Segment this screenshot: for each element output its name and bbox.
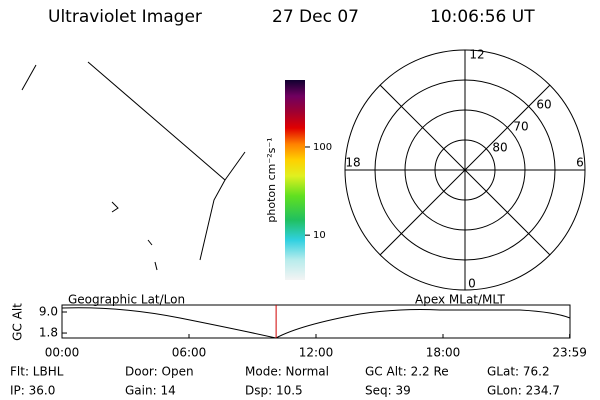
ring-label: 60: [536, 98, 551, 112]
ring-label: 70: [513, 120, 528, 134]
info-field: Door: Open: [125, 365, 194, 379]
colorbar-tick-label: 100: [313, 142, 332, 153]
x-tick-label: 00:00: [45, 346, 80, 360]
info-field: GLon: 234.7: [487, 384, 560, 398]
x-tick-label: 06:00: [172, 346, 207, 360]
info-field: GC Alt: 2.2 Re: [365, 365, 449, 379]
info-field: Flt: LBHL: [10, 365, 64, 379]
x-tick-label: 12:00: [299, 346, 334, 360]
info-field: GLat: 76.2: [487, 365, 550, 379]
y-tick-label: 1.8: [39, 326, 58, 340]
map-outline: [21, 61, 246, 271]
dial-label: 12: [469, 48, 484, 62]
x-tick-label: 23:59: [552, 346, 587, 360]
colorbar: [285, 80, 305, 280]
colorbar-label: photon cm⁻²s⁻¹: [265, 137, 278, 222]
info-field: Gain: 14: [125, 384, 176, 398]
time: 10:06:56 UT: [430, 7, 535, 27]
alt-ylabel: GC Alt: [11, 303, 25, 341]
dial-label: 0: [468, 277, 476, 291]
ring-label: 80: [492, 141, 507, 155]
info-field: Seq: 39: [365, 384, 411, 398]
alt-right-title: Apex MLat/MLT: [415, 293, 505, 307]
x-tick-label: 18:00: [426, 346, 461, 360]
dial-label: 18: [345, 156, 360, 170]
dial-label: 6: [576, 156, 584, 170]
alt-curve: [61, 307, 571, 339]
info-field: IP: 36.0: [10, 384, 55, 398]
info-field: Mode: Normal: [245, 365, 329, 379]
polar-dial: [344, 49, 586, 291]
info-field: Dsp: 10.5: [245, 384, 303, 398]
colorbar-tick-label: 10: [313, 230, 326, 241]
date: 27 Dec 07: [272, 7, 359, 27]
y-tick-label: 9.0: [39, 305, 58, 319]
alt-left-title: Geographic Lat/Lon: [68, 293, 185, 307]
title: Ultraviolet Imager: [48, 7, 202, 27]
